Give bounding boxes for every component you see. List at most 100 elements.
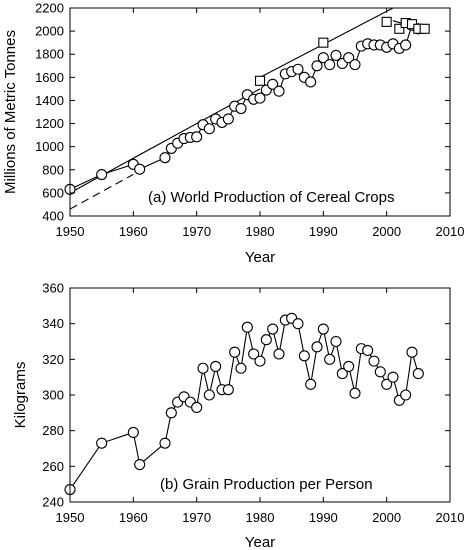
panel-a-x-tick-label: 2010 <box>436 224 465 239</box>
panel-a-circle-point <box>159 152 171 164</box>
panel-a-square-point <box>419 23 430 34</box>
panel-b-y-tick-label: 320 <box>42 352 64 367</box>
panel-a-circle-point <box>203 123 215 135</box>
panel-b-circle-point <box>248 348 260 360</box>
panel-b-circle-point <box>324 353 336 365</box>
panel-a-y-tick-label: 1000 <box>35 139 64 154</box>
panel-a-y-tick-label: 2200 <box>35 1 64 16</box>
panel-a-x-axis-title: Year <box>245 249 275 266</box>
panel-a-circle-point <box>273 85 285 97</box>
panel-b-y-tick-label: 360 <box>42 281 64 296</box>
panel-b-y-tick-label: 280 <box>42 423 64 438</box>
panel-a-circle-point <box>311 60 323 72</box>
panel-b-circle-point <box>134 458 146 471</box>
panel-a-y-tick-label: 800 <box>42 162 64 177</box>
panel-b-x-tick-label: 1980 <box>246 510 275 525</box>
panel-b-circle-point <box>374 366 386 378</box>
panel-a-ticks: 1950 1960 1970 1980 1990 2000 2010 400 600 800 100… <box>35 1 464 240</box>
panel-b-circle-point <box>254 355 266 367</box>
panel-a-circle-point <box>292 63 304 75</box>
panel-b-plot-frame <box>69 287 451 503</box>
panel-b-circle-point <box>241 321 253 333</box>
panel-a-y-tick-label: 2000 <box>35 24 64 39</box>
panel-b-circle-point <box>203 389 215 401</box>
panel-b-circle-point <box>273 348 285 360</box>
panel-a-x-tick-label: 1970 <box>182 224 211 239</box>
panel-a-x-tick-label: 1980 <box>246 224 275 239</box>
panel-b-circle-point <box>260 334 272 346</box>
panel-a-world-cereal-production: 1950 1960 1970 1980 1990 2000 2010 400 600 800 100… <box>2 1 464 267</box>
panel-b-circle-point <box>381 378 393 390</box>
panel-b-circle-point <box>317 323 329 335</box>
panel-a-circle-point <box>222 113 234 125</box>
panel-a-circle-point <box>400 39 412 51</box>
panel-b-series <box>64 312 424 496</box>
panel-a-circle-point <box>191 131 203 143</box>
panel-b-circle-point <box>305 378 317 390</box>
panel-b-circle-point <box>298 350 310 362</box>
panel-a-circle-point <box>305 76 317 88</box>
panel-b-circle-point <box>267 323 279 335</box>
panel-b-circle-point <box>362 344 374 356</box>
panel-b-grain-per-person: 1950 1960 1970 1980 1990 2000 2010 240 260 280 300… <box>12 281 464 550</box>
panel-b-circle-point <box>292 318 304 330</box>
panel-a-square-point <box>254 75 266 86</box>
panel-b-y-tick-label: 300 <box>42 388 64 403</box>
panel-a-y-tick-label: 400 <box>42 209 64 224</box>
panel-a-circle-point <box>317 52 329 64</box>
panel-b-circle-point <box>349 387 361 399</box>
panel-b-ticks: 1950 1960 1970 1980 1990 2000 2010 240 260 280 300… <box>42 281 464 526</box>
panel-b-circle-point <box>222 384 234 396</box>
panel-a-circle-point <box>267 78 279 90</box>
panel-a-circle-point <box>349 59 361 71</box>
panel-a-y-axis-title: Millions of Metric Tonnes <box>2 30 19 194</box>
panel-b-circle-point <box>197 362 209 374</box>
panel-b-y-tick-label: 240 <box>42 495 64 510</box>
panel-b-circle-point <box>406 346 418 358</box>
panel-a-x-tick-label: 2000 <box>372 224 401 239</box>
panel-a-circle-point <box>254 92 266 104</box>
panel-b-series-line <box>69 317 419 490</box>
panel-a-y-tick-label: 1200 <box>35 116 64 131</box>
panel-a-circle-point <box>343 52 355 64</box>
panel-a-annotation: (a) World Production of Cereal Crops <box>148 189 395 206</box>
panel-a-square-point <box>318 37 329 48</box>
panel-a-series <box>64 7 430 210</box>
panel-b-y-tick-label: 340 <box>42 316 64 331</box>
panel-b-circle-point <box>368 355 380 367</box>
panel-b-circle-point <box>336 368 348 380</box>
panel-b-circle-point <box>159 437 171 449</box>
panel-a-y-tick-label: 1600 <box>35 70 64 85</box>
panel-b-circle-point <box>400 389 412 401</box>
panel-b-y-axis-title: Kilograms <box>12 362 29 429</box>
panel-b-x-tick-label: 1950 <box>56 510 85 525</box>
panel-b-circle-point <box>165 407 177 419</box>
panel-b-circle-point <box>191 401 203 414</box>
panel-a-circle-point <box>96 168 108 181</box>
panel-a-y-tick-label: 1400 <box>35 93 64 108</box>
panel-b-circle-point <box>412 368 424 380</box>
panel-a-x-tick-label: 1950 <box>56 224 85 239</box>
panel-a-y-tick-label: 600 <box>42 185 64 200</box>
panel-b-circle-point <box>229 346 241 358</box>
panel-a-x-tick-label: 1960 <box>119 224 148 239</box>
panel-b-circle-point <box>96 437 108 449</box>
panel-b-x-tick-label: 1990 <box>309 510 338 525</box>
panel-a-circle-point <box>330 49 342 61</box>
panel-b-x-tick-label: 1970 <box>182 510 211 525</box>
panel-a-square-point <box>381 16 392 27</box>
panel-b-y-tick-label: 260 <box>42 459 64 474</box>
panel-b-x-tick-label: 2010 <box>436 510 465 525</box>
panel-b-circle-point <box>311 341 323 353</box>
panel-b-circle-point <box>387 371 399 383</box>
panel-a-square-point <box>394 23 405 34</box>
panel-a-circle-point <box>324 59 336 71</box>
panel-b-x-axis-title: Year <box>245 534 275 550</box>
panel-b-circle-point <box>235 362 247 374</box>
panel-b-x-tick-label: 1960 <box>119 510 148 525</box>
panel-b-x-tick-label: 2000 <box>372 510 401 525</box>
panel-a-y-tick-label: 1800 <box>35 47 64 62</box>
panel-b-annotation: (b) Grain Production per Person <box>160 476 373 493</box>
panel-b-circle-point <box>343 360 355 373</box>
